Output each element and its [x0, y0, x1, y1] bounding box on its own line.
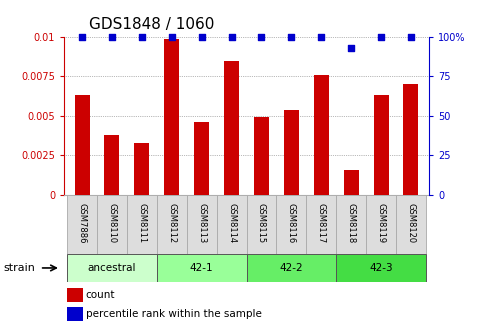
Text: GSM8119: GSM8119: [377, 203, 386, 243]
Text: GSM8111: GSM8111: [138, 203, 146, 243]
Bar: [157, 254, 246, 282]
Text: GSM8114: GSM8114: [227, 203, 236, 243]
Bar: [67, 307, 83, 321]
Point: [377, 34, 385, 40]
Bar: [127, 195, 157, 254]
Bar: [336, 195, 366, 254]
Point: [287, 34, 295, 40]
Bar: [74, 95, 90, 195]
Text: GSM8116: GSM8116: [287, 203, 296, 243]
Bar: [277, 195, 306, 254]
Bar: [284, 110, 299, 195]
Bar: [105, 135, 119, 195]
Text: 42-2: 42-2: [280, 263, 303, 273]
Bar: [135, 143, 149, 195]
Bar: [344, 170, 358, 195]
Text: count: count: [86, 290, 115, 300]
Text: GSM8117: GSM8117: [317, 203, 326, 243]
Bar: [314, 75, 329, 195]
Bar: [246, 254, 336, 282]
Point: [257, 34, 265, 40]
Point: [78, 34, 86, 40]
Bar: [254, 118, 269, 195]
Bar: [194, 122, 209, 195]
Bar: [403, 84, 419, 195]
Point: [198, 34, 206, 40]
Bar: [336, 254, 426, 282]
Bar: [366, 195, 396, 254]
Text: GSM8115: GSM8115: [257, 203, 266, 243]
Point: [228, 34, 236, 40]
Bar: [67, 288, 83, 302]
Text: ancestral: ancestral: [88, 263, 136, 273]
Text: GSM8120: GSM8120: [406, 203, 416, 243]
Point: [407, 34, 415, 40]
Text: 42-1: 42-1: [190, 263, 213, 273]
Bar: [224, 61, 239, 195]
Point: [317, 34, 325, 40]
Bar: [396, 195, 426, 254]
Point: [138, 34, 146, 40]
Text: GSM8112: GSM8112: [167, 203, 176, 243]
Text: GSM8110: GSM8110: [107, 203, 116, 243]
Bar: [306, 195, 336, 254]
Point: [347, 45, 355, 51]
Text: strain: strain: [3, 263, 35, 273]
Bar: [164, 39, 179, 195]
Bar: [187, 195, 216, 254]
Bar: [374, 95, 388, 195]
Text: percentile rank within the sample: percentile rank within the sample: [86, 309, 262, 319]
Text: 42-3: 42-3: [369, 263, 393, 273]
Text: GSM8113: GSM8113: [197, 203, 206, 243]
Bar: [216, 195, 246, 254]
Bar: [67, 195, 97, 254]
Point: [108, 34, 116, 40]
Bar: [97, 195, 127, 254]
Text: GSM8118: GSM8118: [347, 203, 355, 243]
Bar: [157, 195, 187, 254]
Text: GDS1848 / 1060: GDS1848 / 1060: [89, 17, 214, 32]
Point: [168, 34, 176, 40]
Text: GSM7886: GSM7886: [77, 203, 87, 243]
Bar: [67, 254, 157, 282]
Bar: [246, 195, 277, 254]
